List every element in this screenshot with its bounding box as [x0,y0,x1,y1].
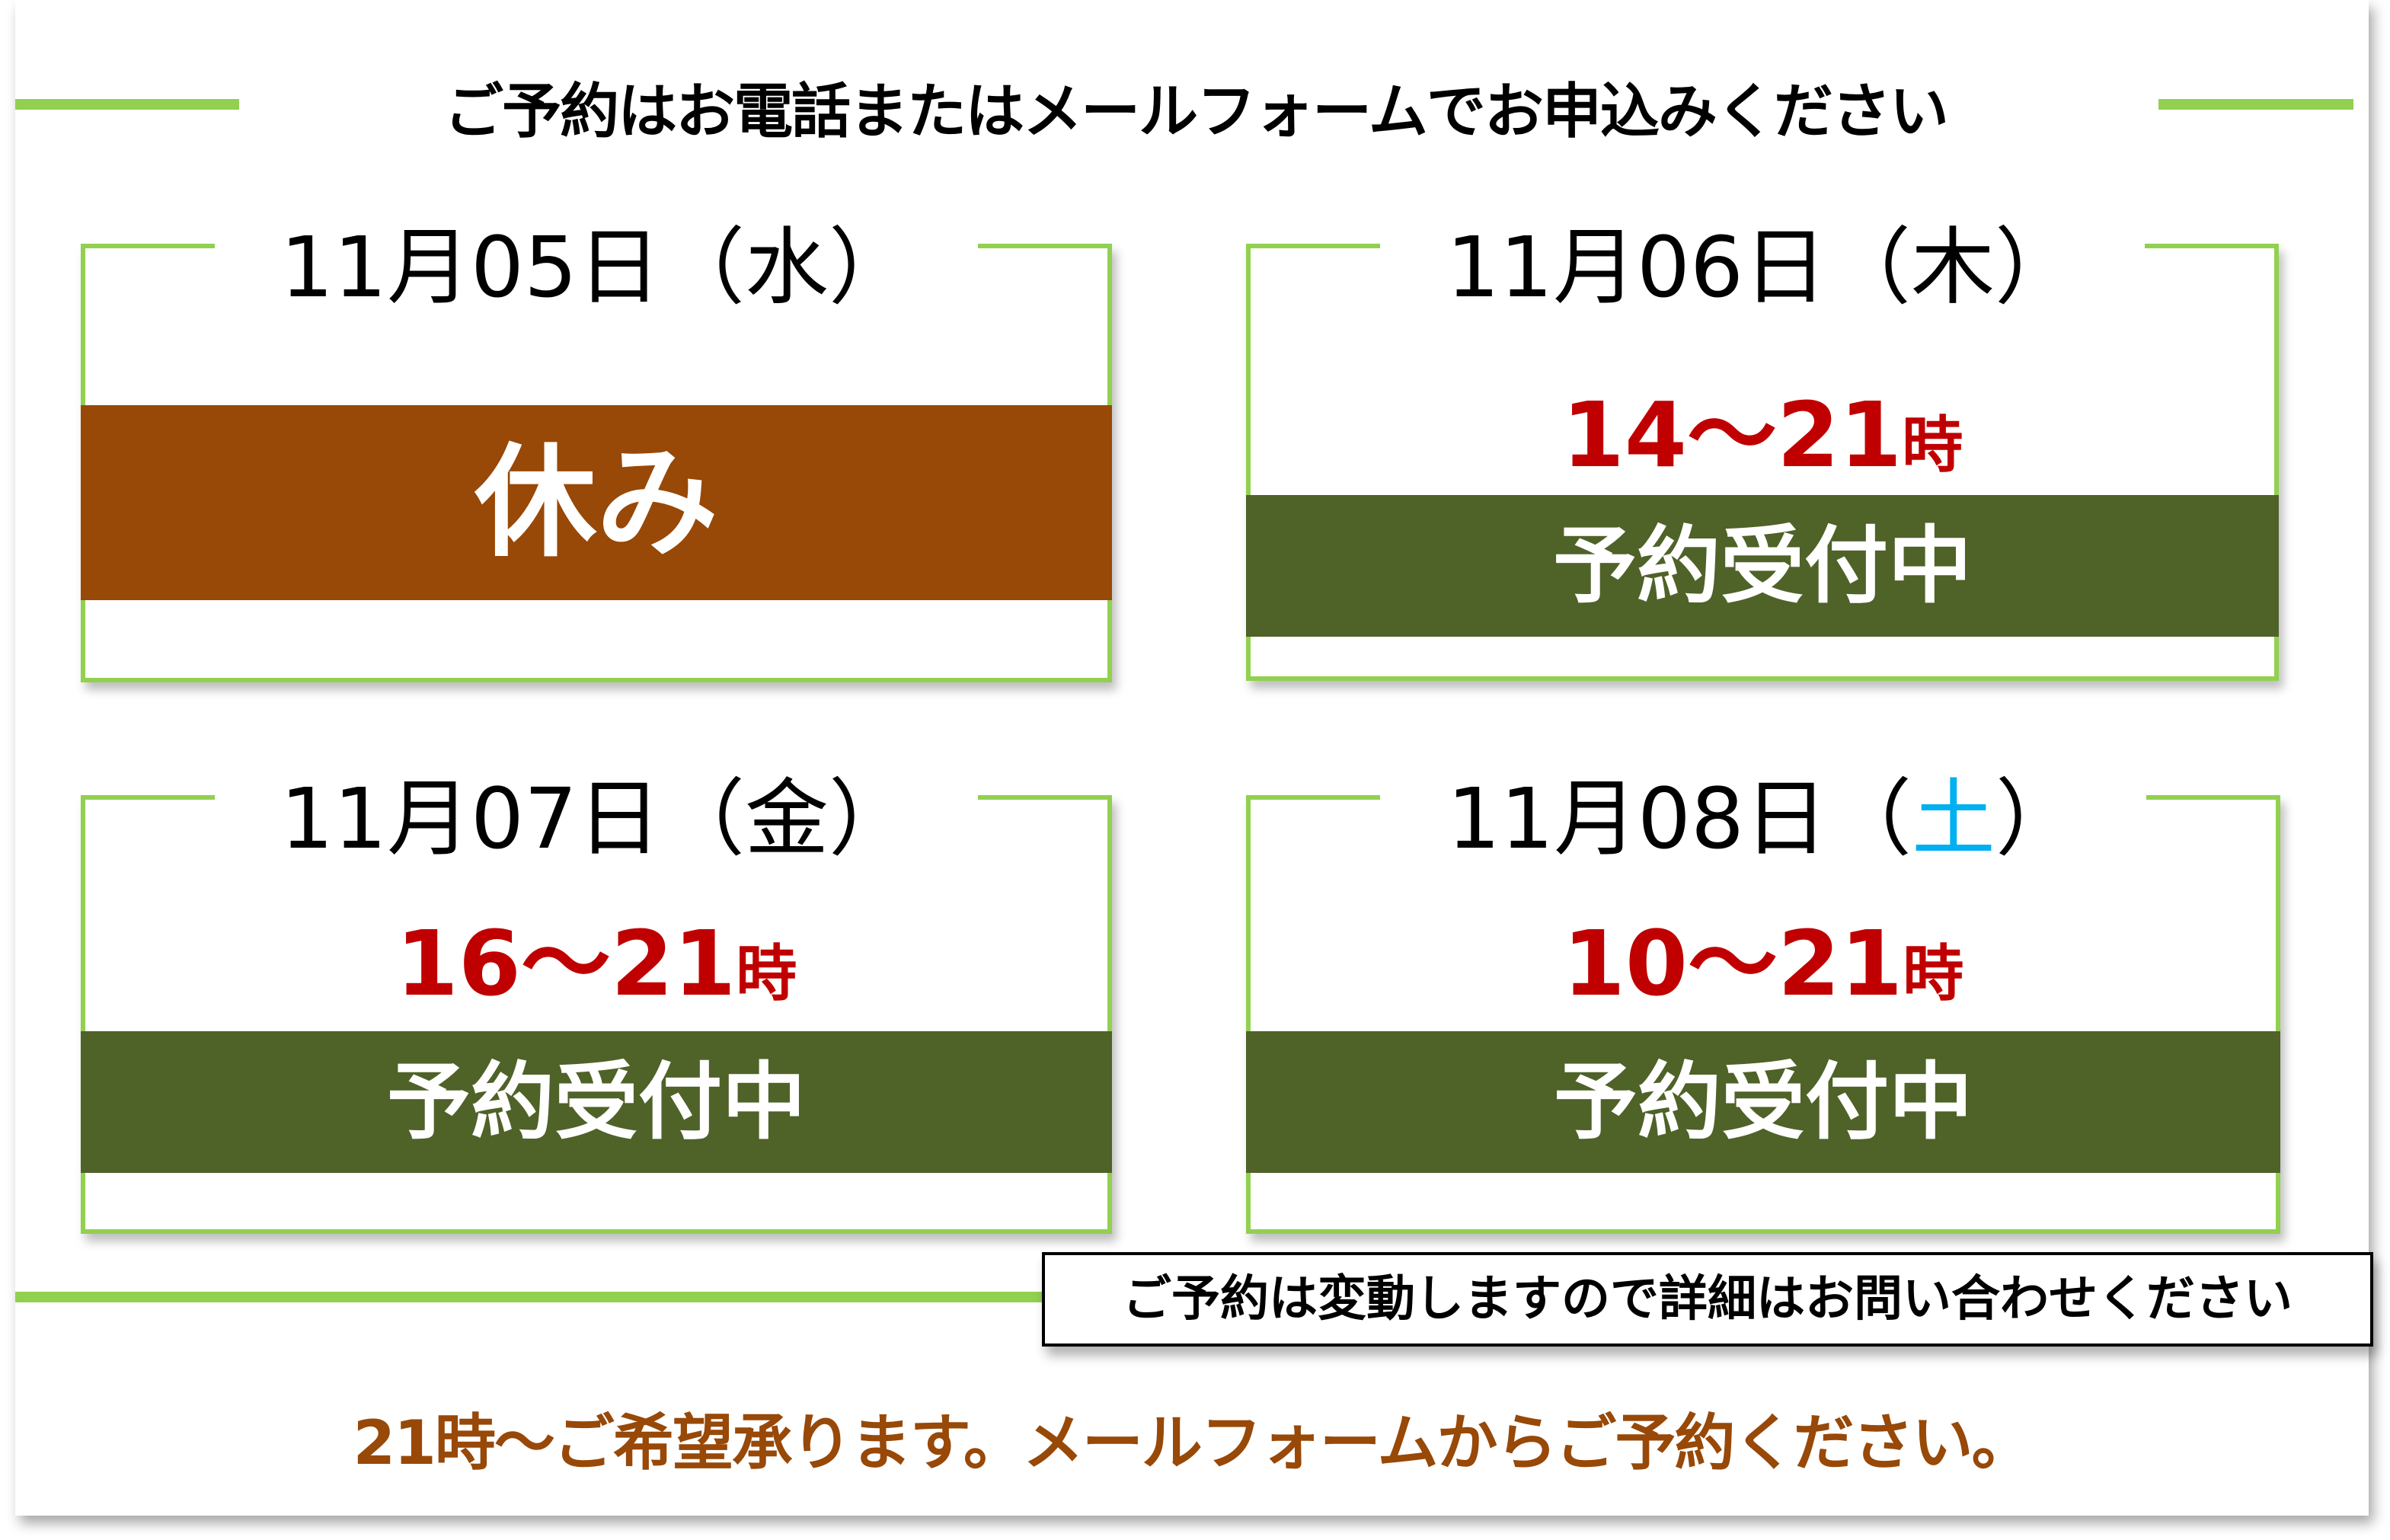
notice-box: ご予約は変動しますので詳細はお問い合わせください [1042,1252,2373,1347]
day-card-1108: 11月08日（土） 10～21時 予約受付中 [1246,769,2280,1234]
title-divider-right [2158,99,2353,110]
day-date: 11月06日（木） [1380,218,2145,317]
day-date: 11月05日（水） [215,218,978,317]
bottom-divider [15,1292,1051,1302]
footer-box [15,1340,2369,1516]
day-date: 11月08日（土） [1380,769,2146,868]
status-open: 予約受付中 [81,1031,1112,1173]
opening-hours: 10～21時 [1562,911,1964,1016]
title-divider-left [15,99,239,110]
opening-hours: 14～21時 [1561,382,1963,487]
page-title: ご予約はお電話またはメールフォームでお申込みください [444,78,1949,146]
day-date: 11月07日（金） [215,769,978,868]
day-card-1106: 11月06日（木） 14～21時 予約受付中 [1246,218,2279,681]
status-open: 予約受付中 [1246,495,2279,637]
status-closed: 休み [81,405,1112,600]
day-card-1105: 11月05日（水） 休み [81,218,1112,682]
opening-hours: 16～21時 [395,911,797,1016]
status-open: 予約受付中 [1246,1031,2280,1173]
footer-text: 21時～ご希望承ります。メールフォームからご予約ください。 [353,1407,2033,1478]
day-card-1107: 11月07日（金） 16～21時 予約受付中 [81,769,1112,1234]
